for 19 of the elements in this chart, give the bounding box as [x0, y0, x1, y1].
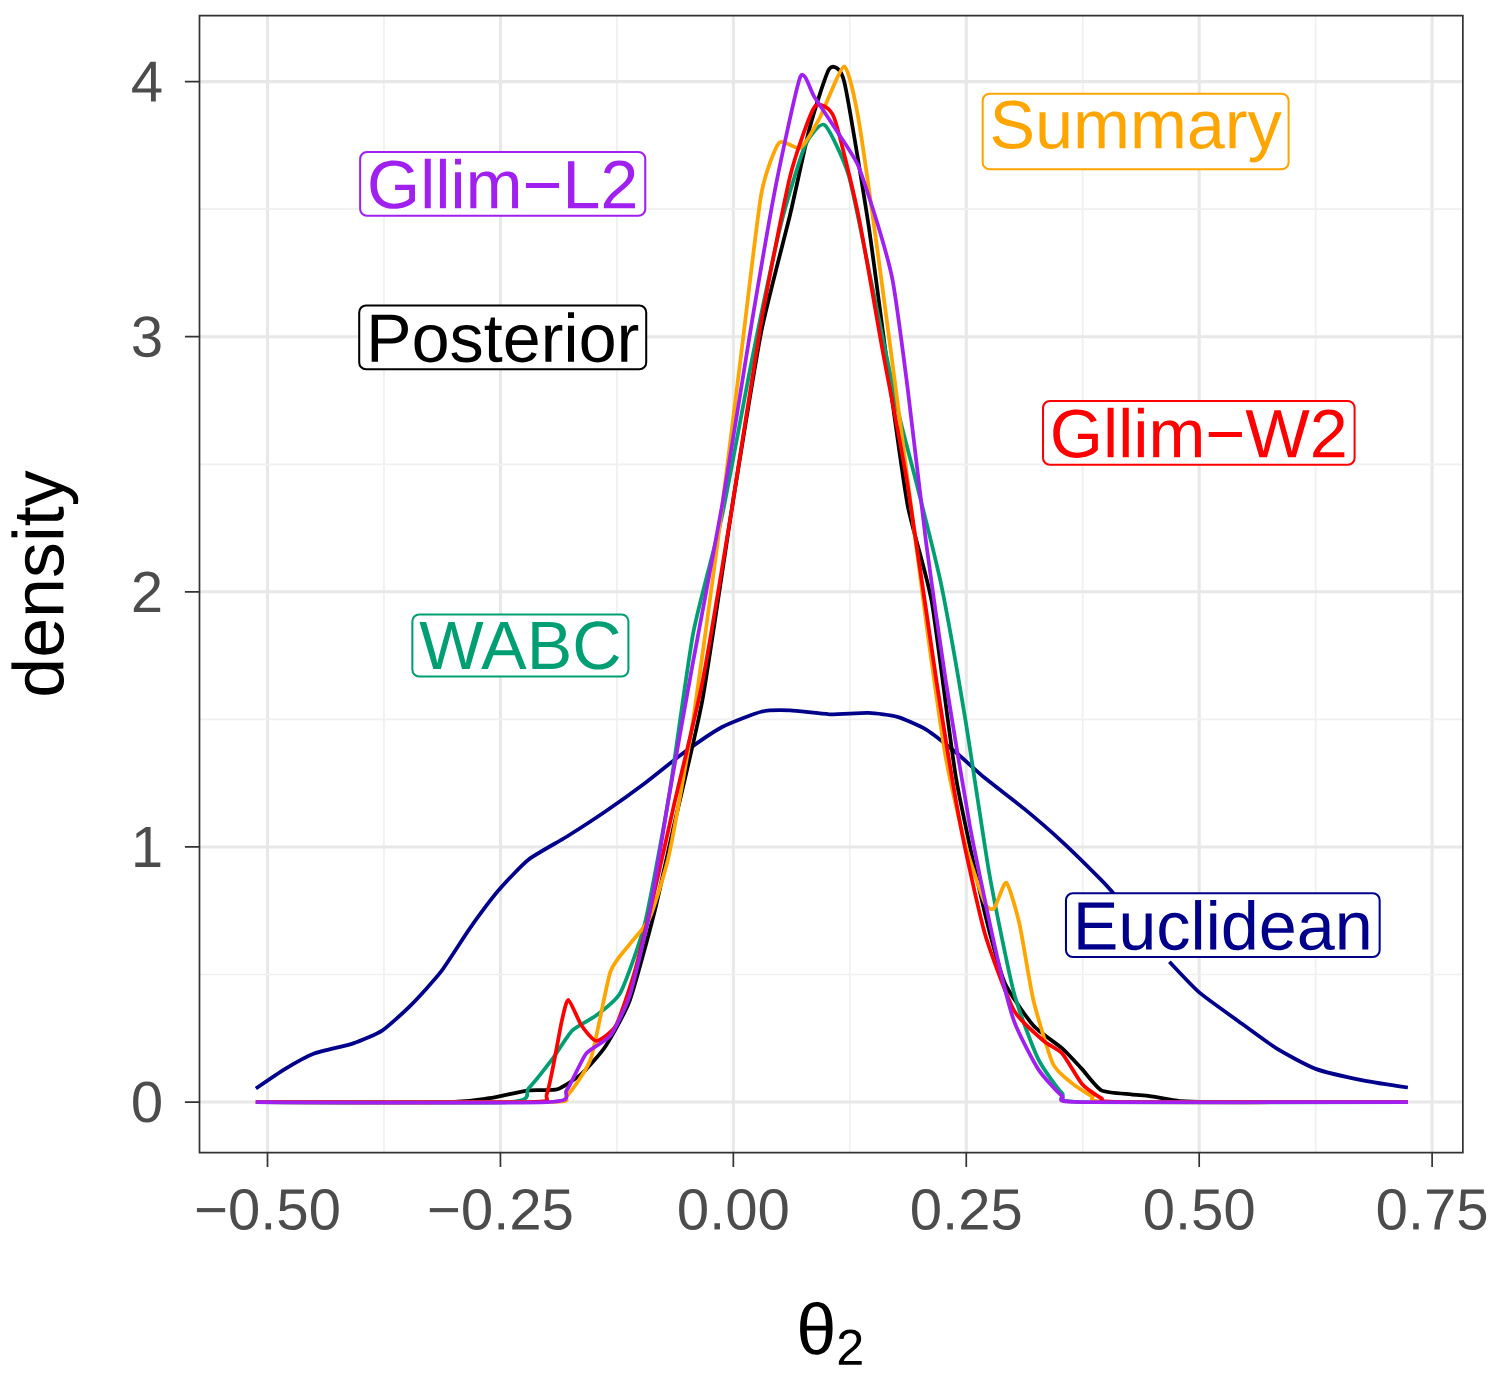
y-tick-label: 2 [133, 571, 161, 613]
x-tick-label: 0.75 [1377, 1188, 1487, 1231]
legend-label: WABC [419, 621, 619, 670]
y-tick-label: 1 [135, 826, 161, 867]
legend-label: Gllim−L2 [370, 158, 635, 209]
legend-label: Gllim−W2 [1053, 407, 1345, 458]
y-axis-title: density [11, 470, 79, 695]
x-tick-label: −0.50 [196, 1188, 339, 1231]
y-tick-label: 3 [133, 316, 161, 358]
x-axis-title: θ$_{2}$ [800, 1302, 862, 1365]
x-tick-label: 0.50 [1144, 1188, 1254, 1231]
y-tick-label: 4 [132, 61, 162, 102]
y-tick-label: 0 [133, 1081, 161, 1123]
x-tick-label: 0.00 [679, 1188, 788, 1231]
legend-label: Euclidean [1078, 900, 1369, 951]
x-tick-label: −0.25 [429, 1188, 572, 1231]
legend-label: Summary [992, 100, 1282, 163]
legend-label: Posterior [371, 312, 639, 363]
x-tick-label: 0.25 [912, 1188, 1021, 1231]
